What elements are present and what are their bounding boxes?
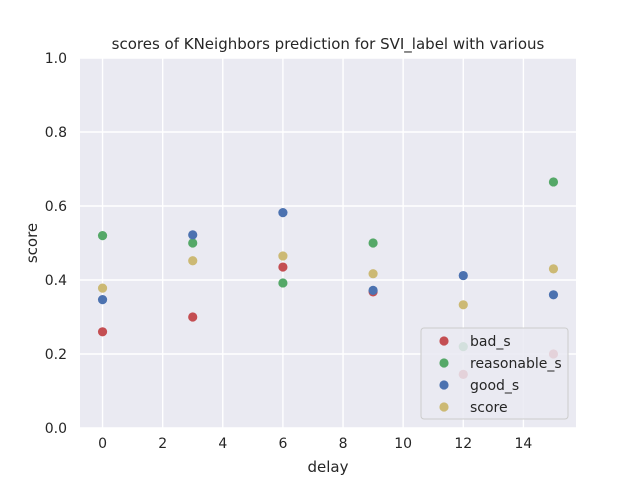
point-reasonable-s bbox=[188, 238, 198, 248]
point-score bbox=[97, 283, 108, 293]
point-good-s bbox=[188, 230, 198, 240]
legend-marker-score bbox=[439, 402, 449, 412]
y-tick-label: 0.4 bbox=[45, 273, 67, 289]
point-score bbox=[368, 269, 378, 279]
legend-box bbox=[420, 327, 569, 420]
point-reasonable-s bbox=[548, 177, 559, 187]
y-tick-label: 0.2 bbox=[45, 347, 67, 363]
tick-labels: 0 2 4 6 8 10 12 14 0.0 0.2 0.4 0.6 0.8 1.0 bbox=[45, 51, 533, 452]
legend-marker-bad-s bbox=[439, 336, 449, 346]
point-reasonable-s bbox=[368, 238, 378, 248]
point-score bbox=[278, 251, 288, 261]
point-score bbox=[548, 264, 559, 274]
legend-marker-good-s bbox=[439, 380, 449, 390]
legend-label-bad-s: bad_s bbox=[470, 334, 511, 350]
x-tick-label: 10 bbox=[394, 436, 412, 452]
point-good-s bbox=[458, 270, 468, 281]
x-axis-label: delay bbox=[308, 458, 349, 476]
y-axis-label: score bbox=[23, 223, 41, 263]
y-tick-label: 0.0 bbox=[45, 421, 67, 437]
point-reasonable-s bbox=[97, 231, 108, 241]
point-bad-s bbox=[278, 262, 288, 272]
x-tick-label: 6 bbox=[278, 436, 287, 452]
point-reasonable-s bbox=[278, 278, 288, 288]
legend-marker-reasonable-s bbox=[439, 358, 449, 368]
legend-label-good-s: good_s bbox=[470, 378, 519, 394]
point-score bbox=[188, 256, 198, 266]
legend-label-score: score bbox=[470, 400, 508, 416]
x-tick-label: 12 bbox=[454, 436, 472, 452]
y-tick-label: 0.6 bbox=[45, 199, 67, 215]
point-bad-s bbox=[97, 327, 108, 337]
chart-title: scores of KNeighbors prediction for SVI_… bbox=[112, 35, 545, 54]
point-good-s bbox=[368, 285, 378, 295]
legend-label-reasonable-s: reasonable_s bbox=[470, 356, 562, 372]
y-tick-label: 1.0 bbox=[45, 51, 67, 67]
point-good-s bbox=[278, 208, 288, 218]
x-tick-label: 4 bbox=[218, 436, 227, 452]
point-good-s bbox=[548, 290, 559, 300]
x-tick-label: 2 bbox=[158, 436, 167, 452]
point-good-s bbox=[97, 295, 108, 305]
point-bad-s bbox=[188, 312, 198, 322]
y-tick-label: 0.8 bbox=[45, 125, 67, 141]
x-tick-label: 14 bbox=[514, 436, 532, 452]
x-tick-label: 8 bbox=[339, 436, 348, 452]
point-score bbox=[458, 300, 468, 310]
x-tick-label: 0 bbox=[98, 436, 107, 452]
